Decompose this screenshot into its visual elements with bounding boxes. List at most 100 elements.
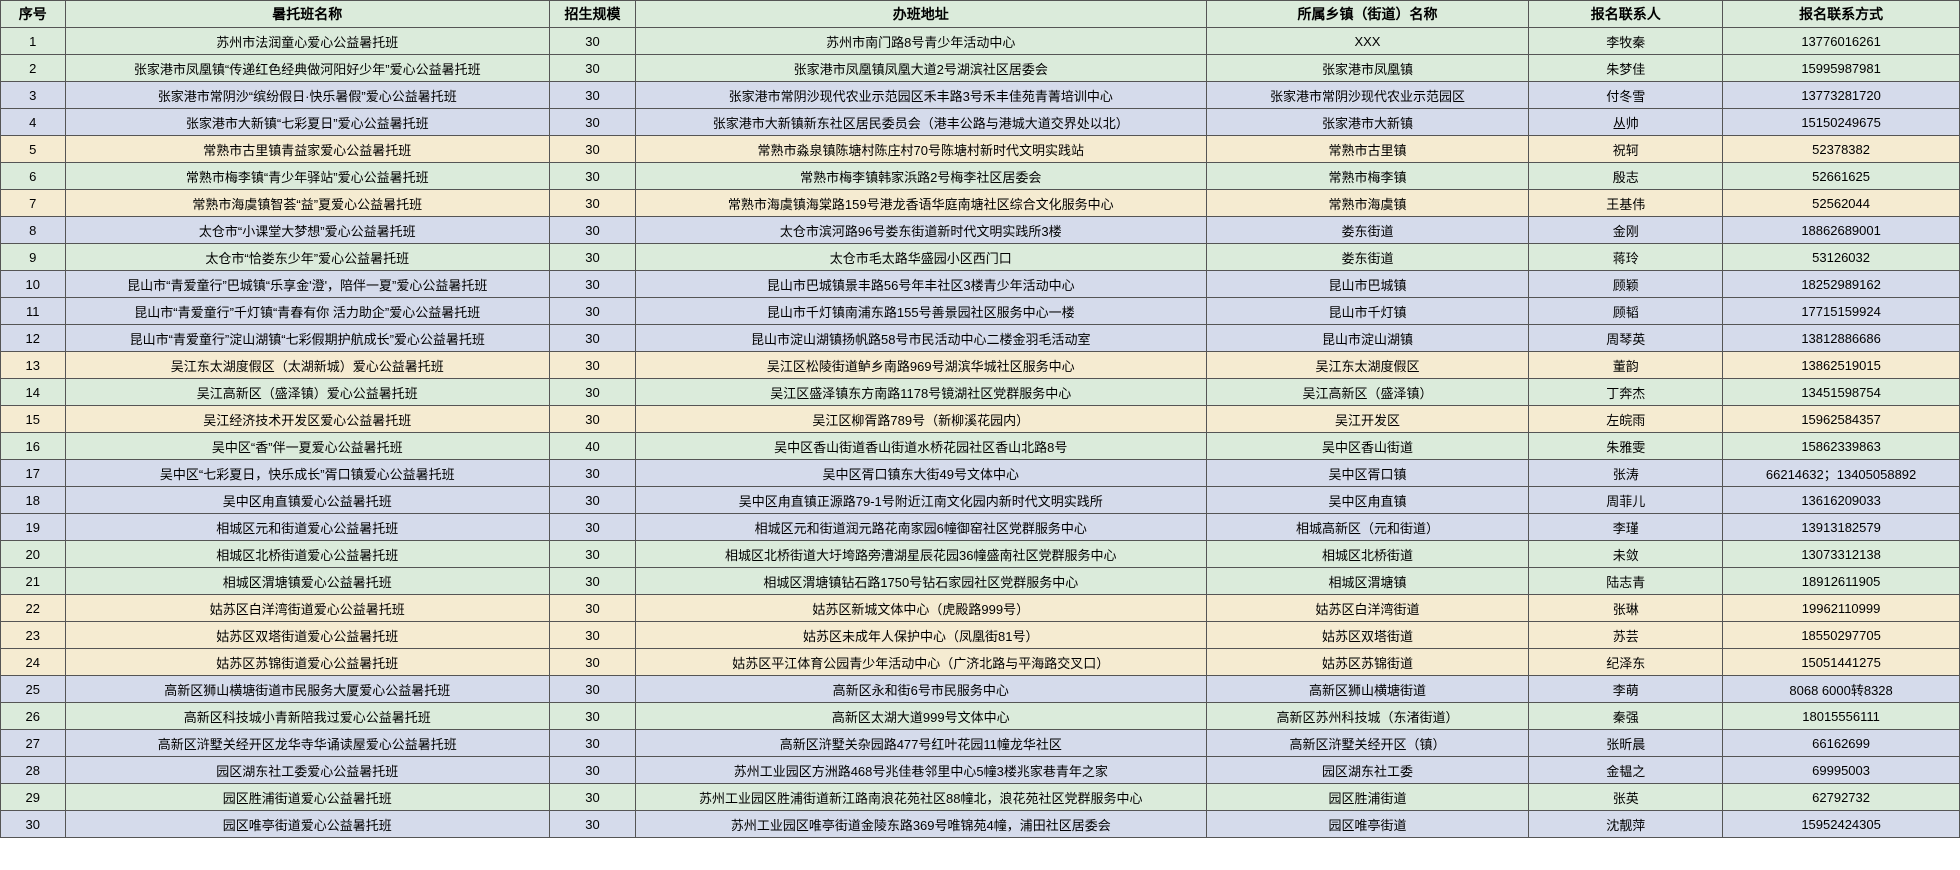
cell-contact: 苏芸 [1529,622,1723,649]
cell-addr: 昆山市千灯镇南浦东路155号善景园社区服务中心一楼 [636,298,1206,325]
cell-contact: 金韫之 [1529,757,1723,784]
cell-name: 园区唯亭街道爱心公益暑托班 [65,811,549,838]
cell-idx: 15 [1,406,66,433]
cell-size: 30 [549,271,635,298]
table-row: 30园区唯亭街道爱心公益暑托班30苏州工业园区唯亭街道金陵东路369号唯锦苑4幢… [1,811,1960,838]
cell-name: 高新区科技城小青新陪我过爱心公益暑托班 [65,703,549,730]
table-row: 8太仓市“小课堂大梦想”爱心公益暑托班30太仓市滨河路96号娄东街道新时代文明实… [1,217,1960,244]
cell-town: 吴中区香山街道 [1206,433,1529,460]
cell-phone: 13616209033 [1723,487,1960,514]
cell-phone: 13862519015 [1723,352,1960,379]
cell-contact: 殷志 [1529,163,1723,190]
cell-addr: 苏州市南门路8号青少年活动中心 [636,28,1206,55]
cell-addr: 张家港市大新镇新东社区居民委员会（港丰公路与港城大道交界处以北） [636,109,1206,136]
cell-size: 30 [549,784,635,811]
table-row: 15吴江经济技术开发区爱心公益暑托班30吴江区柳胥路789号（新柳溪花园内）吴江… [1,406,1960,433]
cell-addr: 常熟市海虞镇海棠路159号港龙香语华庭南塘社区综合文化服务中心 [636,190,1206,217]
cell-name: 昆山市“青爱童行”千灯镇“青春有你 活力助企”爱心公益暑托班 [65,298,549,325]
table-row: 24姑苏区苏锦街道爱心公益暑托班30姑苏区平江体育公园青少年活动中心（广济北路与… [1,649,1960,676]
cell-contact: 丁奔杰 [1529,379,1723,406]
cell-size: 30 [549,541,635,568]
cell-contact: 张昕晨 [1529,730,1723,757]
cell-name: 吴中区“七彩夏日，快乐成长”胥口镇爱心公益暑托班 [65,460,549,487]
cell-idx: 25 [1,676,66,703]
table-row: 26高新区科技城小青新陪我过爱心公益暑托班30高新区太湖大道999号文体中心高新… [1,703,1960,730]
cell-name: 常熟市古里镇青益家爱心公益暑托班 [65,136,549,163]
cell-town: 吴江东太湖度假区 [1206,352,1529,379]
cell-town: 相城区渭塘镇 [1206,568,1529,595]
cell-town: 姑苏区双塔街道 [1206,622,1529,649]
cell-size: 30 [549,622,635,649]
cell-phone: 17715159924 [1723,298,1960,325]
cell-addr: 高新区浒墅关杂园路477号红叶花园11幢龙华社区 [636,730,1206,757]
table-row: 29园区胜浦街道爱心公益暑托班30苏州工业园区胜浦街道新江路南浪花苑社区88幢北… [1,784,1960,811]
cell-name: 张家港市大新镇“七彩夏日”爱心公益暑托班 [65,109,549,136]
cell-idx: 1 [1,28,66,55]
cell-name: 吴江高新区（盛泽镇）爱心公益暑托班 [65,379,549,406]
cell-name: 常熟市梅李镇“青少年驿站”爱心公益暑托班 [65,163,549,190]
col-header-size: 招生规模 [549,1,635,28]
cell-addr: 吴中区香山街道香山街道水桥花园社区香山北路8号 [636,433,1206,460]
cell-size: 30 [549,649,635,676]
cell-size: 30 [549,595,635,622]
cell-town: 昆山市巴城镇 [1206,271,1529,298]
cell-contact: 张涛 [1529,460,1723,487]
cell-addr: 张家港市常阴沙现代农业示范园区禾丰路3号禾丰佳苑青菁培训中心 [636,82,1206,109]
cell-idx: 30 [1,811,66,838]
cell-size: 30 [549,460,635,487]
cell-idx: 22 [1,595,66,622]
cell-phone: 13773281720 [1723,82,1960,109]
cell-town: 昆山市淀山湖镇 [1206,325,1529,352]
cell-phone: 15995987981 [1723,55,1960,82]
cell-addr: 常熟市梅李镇韩家浜路2号梅李社区居委会 [636,163,1206,190]
cell-phone: 15150249675 [1723,109,1960,136]
cell-addr: 高新区太湖大道999号文体中心 [636,703,1206,730]
cell-contact: 顾韬 [1529,298,1723,325]
cell-town: 吴江开发区 [1206,406,1529,433]
cell-addr: 苏州工业园区胜浦街道新江路南浪花苑社区88幢北，浪花苑社区党群服务中心 [636,784,1206,811]
cell-phone: 13812886686 [1723,325,1960,352]
cell-phone: 13073312138 [1723,541,1960,568]
cell-contact: 张英 [1529,784,1723,811]
cell-idx: 19 [1,514,66,541]
cell-idx: 3 [1,82,66,109]
cell-name: 昆山市“青爱童行”淀山湖镇“七彩假期护航成长”爱心公益暑托班 [65,325,549,352]
cell-phone: 13913182579 [1723,514,1960,541]
cell-name: 园区湖东社工委爱心公益暑托班 [65,757,549,784]
cell-phone: 69995003 [1723,757,1960,784]
cell-addr: 姑苏区平江体育公园青少年活动中心（广济北路与平海路交叉口） [636,649,1206,676]
table-row: 25高新区狮山横塘街道市民服务大厦爱心公益暑托班30高新区永和街6号市民服务中心… [1,676,1960,703]
cell-name: 姑苏区白洋湾街道爱心公益暑托班 [65,595,549,622]
cell-contact: 李瑾 [1529,514,1723,541]
cell-contact: 丛帅 [1529,109,1723,136]
cell-idx: 4 [1,109,66,136]
cell-phone: 15952424305 [1723,811,1960,838]
cell-town: 吴中区胥口镇 [1206,460,1529,487]
cell-addr: 苏州工业园区方洲路468号兆佳巷邻里中心5幢3楼兆家巷青年之家 [636,757,1206,784]
cell-idx: 23 [1,622,66,649]
cell-name: 吴中区“香”伴一夏爱心公益暑托班 [65,433,549,460]
cell-addr: 太仓市毛太路华盛园小区西门口 [636,244,1206,271]
cell-town: 园区胜浦街道 [1206,784,1529,811]
cell-size: 30 [549,676,635,703]
cell-size: 30 [549,352,635,379]
cell-name: 张家港市常阴沙“缤纷假日·快乐暑假”爱心公益暑托班 [65,82,549,109]
cell-town: 常熟市古里镇 [1206,136,1529,163]
cell-town: 张家港市凤凰镇 [1206,55,1529,82]
cell-name: 姑苏区苏锦街道爱心公益暑托班 [65,649,549,676]
cell-phone: 15051441275 [1723,649,1960,676]
cell-name: 高新区浒墅关经开区龙华寺华诵读屋爱心公益暑托班 [65,730,549,757]
cell-size: 30 [549,487,635,514]
summer-class-table: 序号暑托班名称招生规模办班地址所属乡镇（街道）名称报名联系人报名联系方式 1苏州… [0,0,1960,838]
cell-town: 园区湖东社工委 [1206,757,1529,784]
cell-idx: 10 [1,271,66,298]
col-header-contact: 报名联系人 [1529,1,1723,28]
cell-idx: 9 [1,244,66,271]
table-row: 27高新区浒墅关经开区龙华寺华诵读屋爱心公益暑托班30高新区浒墅关杂园路477号… [1,730,1960,757]
cell-size: 30 [549,703,635,730]
cell-phone: 8068 6000转8328 [1723,676,1960,703]
cell-phone: 18015556111 [1723,703,1960,730]
cell-addr: 相城区元和街道润元路花南家园6幢御窑社区党群服务中心 [636,514,1206,541]
cell-phone: 19962110999 [1723,595,1960,622]
cell-size: 30 [549,163,635,190]
